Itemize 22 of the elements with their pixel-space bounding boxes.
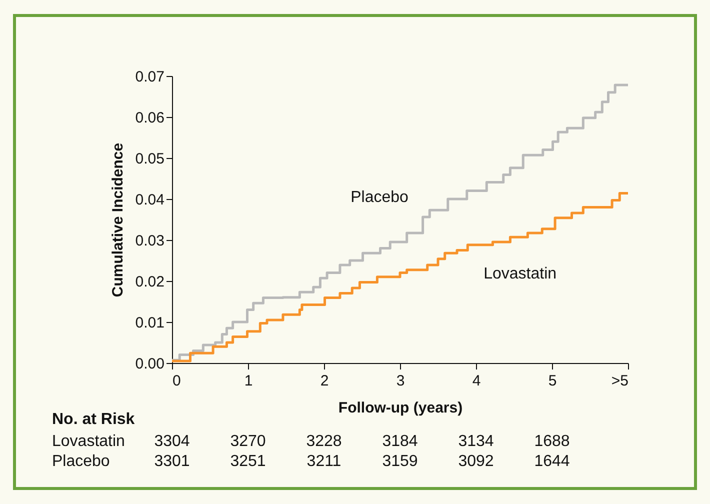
- y-tick-label: 0.01: [135, 314, 164, 332]
- text: No. at Risk: [52, 411, 135, 429]
- x-tick-label: 1: [244, 372, 253, 390]
- y-tick-label: 0.03: [135, 232, 164, 250]
- text: Lovastatin 3304 3270 3228 3184 3134 1688: [52, 433, 570, 450]
- y-tick-label: 0.07: [135, 68, 164, 86]
- y-tick-label: 0.06: [135, 110, 164, 126]
- x-tick-label: >5: [611, 372, 628, 390]
- series-label: Lovastatin: [484, 266, 557, 283]
- text: Placebo 3301 3251 3211 3159 3092 1644: [52, 453, 570, 470]
- x-tick-label: 0: [172, 372, 181, 390]
- x-tick-label: 4: [472, 372, 481, 390]
- x-tick-label: 3: [396, 372, 405, 390]
- x-axis-title: Follow-up (years): [338, 400, 463, 416]
- x-tick-label: 2: [320, 372, 329, 390]
- series-label: Placebo: [350, 188, 409, 206]
- y-axis-title: Cumulative Incidence: [109, 142, 126, 298]
- x-tick-label: 5: [548, 372, 557, 390]
- y-tick-label: 0.00: [135, 356, 164, 372]
- y-tick-label: 0.05: [135, 150, 164, 168]
- y-tick-label: 0.04: [135, 192, 164, 208]
- y-tick-label: 0.02: [135, 274, 164, 290]
